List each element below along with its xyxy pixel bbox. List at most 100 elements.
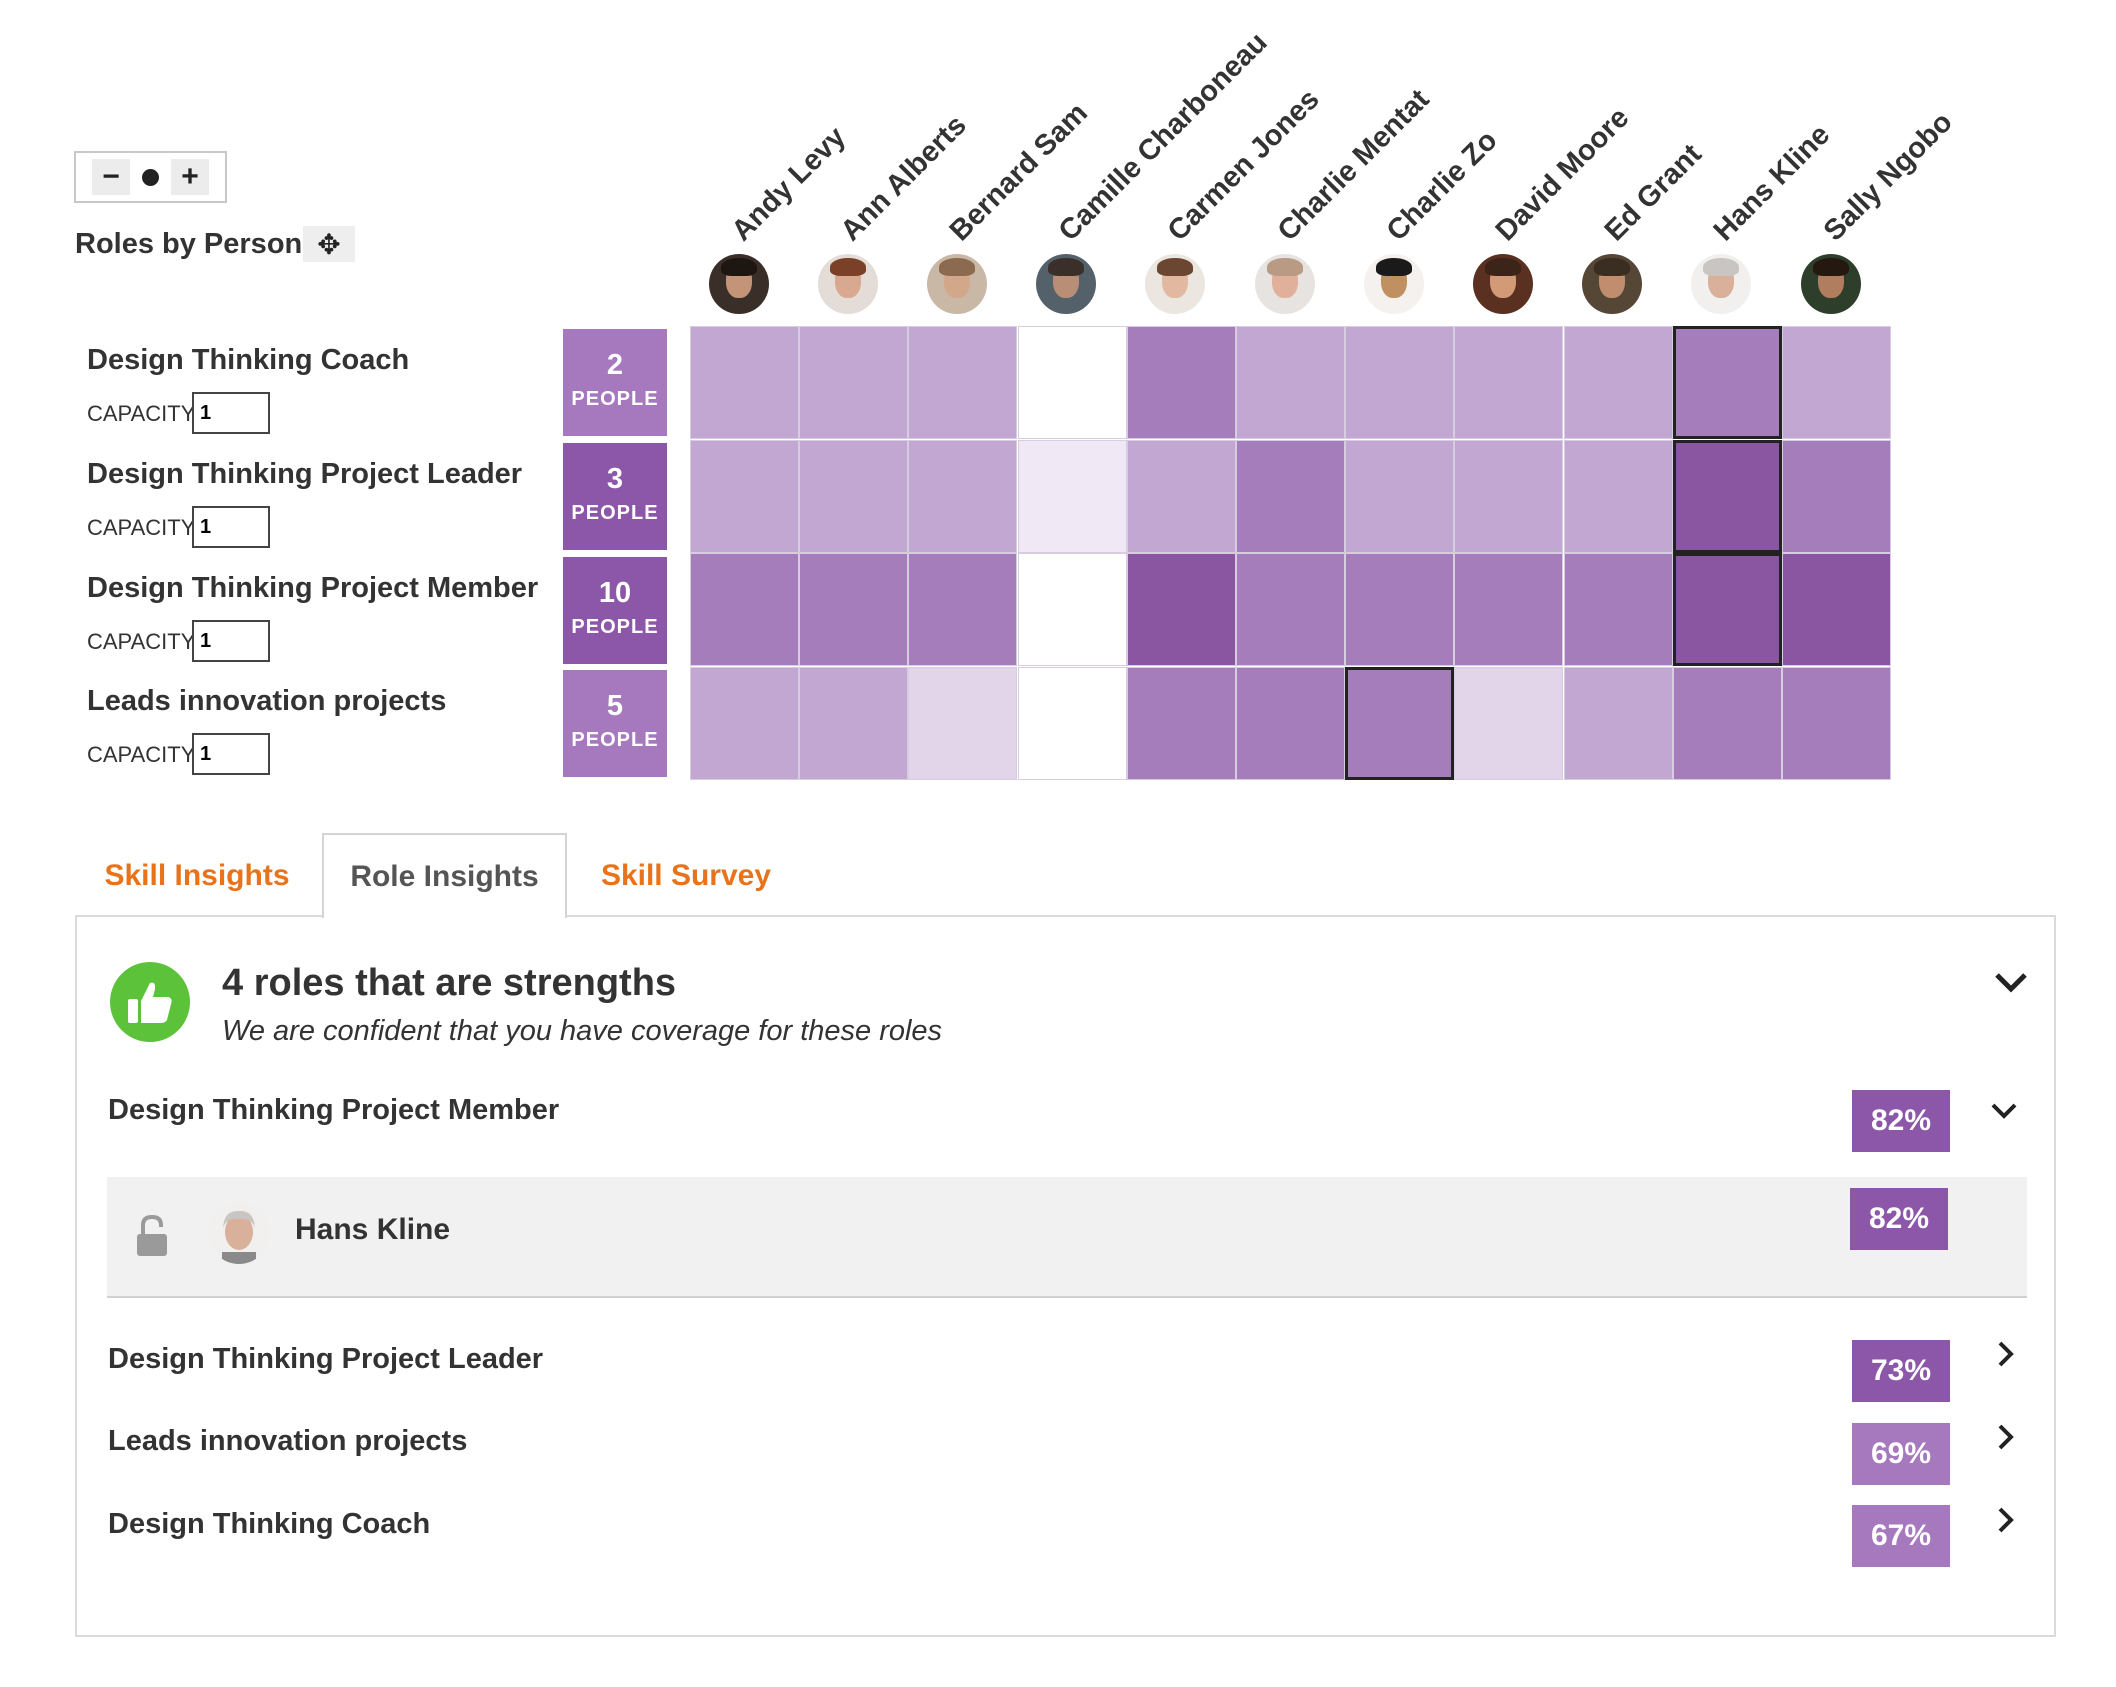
heatmap-cell[interactable] [1563, 439, 1673, 553]
role-name: Design Thinking Coach [87, 344, 410, 376]
capacity-label: CAPACITY [87, 401, 196, 426]
person-percentage: 82% [1850, 1188, 1948, 1250]
tab-role-insights[interactable]: Role Insights [322, 833, 567, 918]
heatmap-cell[interactable] [1017, 666, 1127, 780]
heatmap-cell[interactable] [799, 553, 909, 666]
person-name[interactable]: Ed Grant [1598, 138, 1709, 248]
heatmap-cell[interactable] [1782, 326, 1891, 439]
chevron-right-icon[interactable] [1996, 1340, 2016, 1368]
avatar-hair [1157, 258, 1194, 276]
heatmap-cell[interactable] [1017, 553, 1127, 666]
person-name[interactable]: Andy Levy [725, 120, 852, 248]
heatmap-cell[interactable] [1672, 666, 1782, 780]
heatmap-cell[interactable] [1454, 326, 1564, 439]
heatmap-cell[interactable] [1345, 553, 1455, 666]
collapse-section-chevron-down-icon[interactable] [1993, 970, 2029, 994]
heatmap-cell[interactable] [1126, 326, 1236, 439]
zoom-reset-button[interactable] [142, 168, 159, 186]
avatar [1145, 254, 1206, 314]
avatar [208, 1202, 270, 1264]
strengths-subtitle: We are confident that you have coverage … [222, 1015, 943, 1047]
capacity-input[interactable] [192, 506, 270, 548]
avatar-hair [720, 258, 757, 276]
avatar [927, 254, 987, 314]
heatmap-cell[interactable] [1126, 666, 1236, 780]
heatmap-cell[interactable] [1563, 666, 1673, 780]
heatmap-cell[interactable] [1563, 553, 1673, 666]
heatmap-cell[interactable] [1454, 553, 1564, 666]
heatmap-cell[interactable] [1236, 553, 1345, 666]
capacity-input[interactable] [192, 620, 270, 662]
tab-skill-survey[interactable]: Skill Survey [600, 858, 772, 892]
avatar-hair [1266, 258, 1303, 276]
people-count-badge[interactable]: 5 PEOPLE [563, 670, 667, 777]
avatar [708, 254, 769, 314]
heatmap-cell[interactable] [1672, 439, 1782, 553]
people-count-badge[interactable]: 3 PEOPLE [563, 443, 667, 550]
heatmap-cell[interactable] [1017, 326, 1127, 439]
heatmap-cell[interactable] [1126, 553, 1236, 666]
person-name: Hans Kline [295, 1213, 451, 1246]
heatmap-cell[interactable] [690, 439, 799, 553]
people-label: PEOPLE [571, 729, 659, 751]
avatar [1800, 254, 1861, 314]
people-count-badge[interactable]: 2 PEOPLE [563, 329, 667, 436]
heatmap-cell[interactable] [908, 553, 1018, 666]
person-name[interactable]: Camille Charboneau [1052, 26, 1274, 248]
heatmap-cell[interactable] [799, 666, 909, 780]
avatar-hair [829, 258, 866, 276]
heatmap-cell[interactable] [1454, 666, 1564, 780]
heatmap-cell[interactable] [1126, 439, 1236, 553]
heatmap-cell[interactable] [1236, 326, 1345, 439]
heatmap-cell[interactable] [1454, 439, 1564, 553]
insight-role-name[interactable]: Design Thinking Project Member [108, 1094, 560, 1126]
heatmap-cell[interactable] [1782, 439, 1891, 553]
heatmap-cell[interactable] [1017, 439, 1127, 553]
chevron-right-icon[interactable] [1996, 1423, 2016, 1451]
heatmap-cell[interactable] [1563, 326, 1673, 439]
thumbs-up-icon [110, 962, 190, 1042]
chevron-right-icon[interactable] [1996, 1506, 2016, 1534]
people-label: PEOPLE [571, 616, 659, 638]
zoom-in-button[interactable]: + [171, 159, 209, 195]
tab-skill-insights[interactable]: Skill Insights [104, 858, 290, 892]
heatmap-cell[interactable] [799, 439, 909, 553]
person-name[interactable]: Hans Kline [1708, 118, 1837, 248]
heatmap-cell[interactable] [1782, 666, 1891, 780]
insight-role-name[interactable]: Leads innovation projects [108, 1425, 468, 1457]
unlock-icon[interactable] [135, 1214, 169, 1258]
heatmap-cell[interactable] [1345, 439, 1455, 553]
insight-role-name[interactable]: Design Thinking Coach [108, 1508, 431, 1540]
capacity-input[interactable] [192, 392, 270, 434]
heatmap-cell[interactable] [799, 326, 909, 439]
avatar [817, 254, 878, 314]
heatmap-cell[interactable] [1672, 326, 1782, 439]
zoom-control: − + [74, 151, 227, 203]
heatmap-cell[interactable] [1345, 326, 1455, 439]
heatmap-cell[interactable] [690, 326, 799, 439]
role-name: Design Thinking Project Member [87, 572, 539, 604]
insight-role-name[interactable]: Design Thinking Project Leader [108, 1343, 544, 1375]
avatar [1473, 254, 1533, 314]
heatmap-cell[interactable] [908, 439, 1018, 553]
heatmap-cell[interactable] [1345, 666, 1455, 780]
chevron-down-icon[interactable] [1990, 1101, 2018, 1121]
heatmap-cell[interactable] [1782, 553, 1891, 666]
heatmap-cell[interactable] [690, 553, 799, 666]
avatar [1036, 254, 1097, 314]
person-name[interactable]: Sally Ngobo [1817, 106, 1959, 248]
heatmap-cell[interactable] [908, 326, 1018, 439]
heatmap-cell[interactable] [690, 666, 799, 780]
heatmap-cell[interactable] [1236, 439, 1345, 553]
heatmap-cell[interactable] [1672, 553, 1782, 666]
move-icon[interactable]: ✥ [303, 226, 355, 262]
heatmap-cell[interactable] [908, 666, 1018, 780]
capacity-input[interactable] [192, 733, 270, 775]
role-person-row [107, 1177, 2027, 1298]
people-count-badge[interactable]: 10 PEOPLE [563, 557, 667, 664]
heatmap-cell[interactable] [1236, 666, 1345, 780]
people-count: 5 [606, 690, 624, 722]
avatar-hair [1812, 258, 1849, 276]
people-count: 3 [606, 463, 624, 495]
zoom-out-button[interactable]: − [92, 159, 130, 195]
